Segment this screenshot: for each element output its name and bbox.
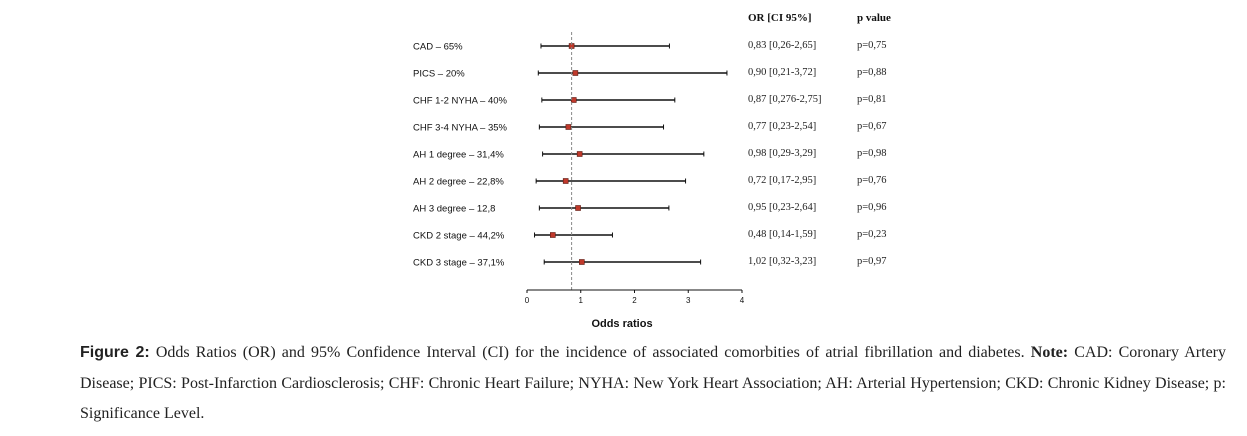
or-marker	[565, 124, 572, 130]
or-ci-value: 0,95 [0,23-2,64]	[748, 202, 816, 213]
x-tick-label: 3	[686, 296, 691, 305]
or-ci-value: 0,98 [0,29-3,29]	[748, 148, 816, 159]
p-value: p=0,75	[857, 40, 887, 51]
or-marker	[572, 70, 579, 76]
x-tick-label: 1	[579, 296, 584, 305]
p-value: p=0,96	[857, 202, 887, 213]
note-label: Note:	[1030, 344, 1069, 361]
or-ci-value: 0,87 [0,276-2,75]	[748, 94, 822, 105]
p-value: p=0,97	[857, 256, 887, 267]
row-label: CAD – 65%	[413, 42, 463, 53]
caption-main-text: Odds Ratios (OR) and 95% Confidence Inte…	[149, 344, 1031, 361]
or-ci-value: 0,90 [0,21-3,72]	[748, 67, 816, 78]
row-label: CKD 3 stage – 37,1%	[413, 258, 505, 269]
x-tick-label: 4	[740, 296, 745, 305]
p-value: p=0,67	[857, 121, 887, 132]
or-ci-header: OR [CI 95%]	[748, 12, 812, 24]
figure-label: Figure 2:	[80, 344, 150, 361]
row-label: CHF 3-4 NYHA – 35%	[413, 123, 508, 134]
or-ci-value: 0,77 [0,23-2,54]	[748, 121, 816, 132]
row-label: AH 3 degree – 12,8	[413, 204, 495, 215]
row-label: AH 1 degree – 31,4%	[413, 150, 504, 161]
row-label: CKD 2 stage – 44,2%	[413, 231, 505, 242]
or-ci-value: 0,48 [0,14-1,59]	[748, 229, 816, 240]
or-ci-value: 0,72 [0,17-2,95]	[748, 175, 816, 186]
p-value: p=0,23	[857, 229, 887, 240]
p-value-header: p value	[857, 12, 891, 24]
row-label: PICS – 20%	[413, 69, 465, 80]
or-marker	[579, 259, 585, 265]
or-ci-value: 1,02 [0,32-3,23]	[748, 256, 816, 267]
x-axis-label: Odds ratios	[591, 318, 652, 330]
note-text: CAD: Coronary Artery Disease; PICS: Post…	[80, 344, 1227, 422]
figure-caption: Figure 2: Odds Ratios (OR) and 95% Confi…	[80, 338, 1226, 430]
or-ci-value: 0,83 [0,26-2,65]	[748, 40, 816, 51]
x-tick-label: 0	[525, 296, 530, 305]
forest-plot: OR [CI 95%] p value CAD – 65% 0,83 [0,26-…	[413, 12, 891, 330]
p-value: p=0,76	[857, 175, 887, 186]
p-value: p=0,88	[857, 67, 887, 78]
or-marker	[549, 232, 556, 238]
p-value: p=0,98	[857, 148, 887, 159]
or-marker	[576, 151, 583, 157]
or-marker	[575, 205, 581, 211]
p-value: p=0,81	[857, 94, 887, 105]
x-tick-label: 2	[632, 296, 637, 305]
row-label: AH 2 degree – 22,8%	[413, 177, 504, 188]
row-label: CHF 1-2 NYHA – 40%	[413, 96, 508, 107]
or-marker	[562, 178, 569, 184]
